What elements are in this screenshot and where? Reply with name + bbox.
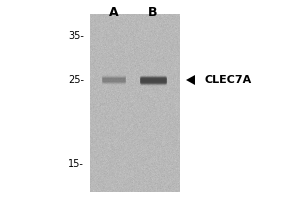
Text: 15-: 15- bbox=[68, 159, 84, 169]
Text: A: A bbox=[109, 6, 119, 19]
Text: CLEC7A: CLEC7A bbox=[204, 75, 251, 85]
Bar bbox=[90, 14, 180, 192]
Text: 35-: 35- bbox=[68, 31, 84, 41]
Text: B: B bbox=[148, 6, 158, 19]
Text: 25-: 25- bbox=[68, 75, 84, 85]
Polygon shape bbox=[186, 75, 195, 85]
